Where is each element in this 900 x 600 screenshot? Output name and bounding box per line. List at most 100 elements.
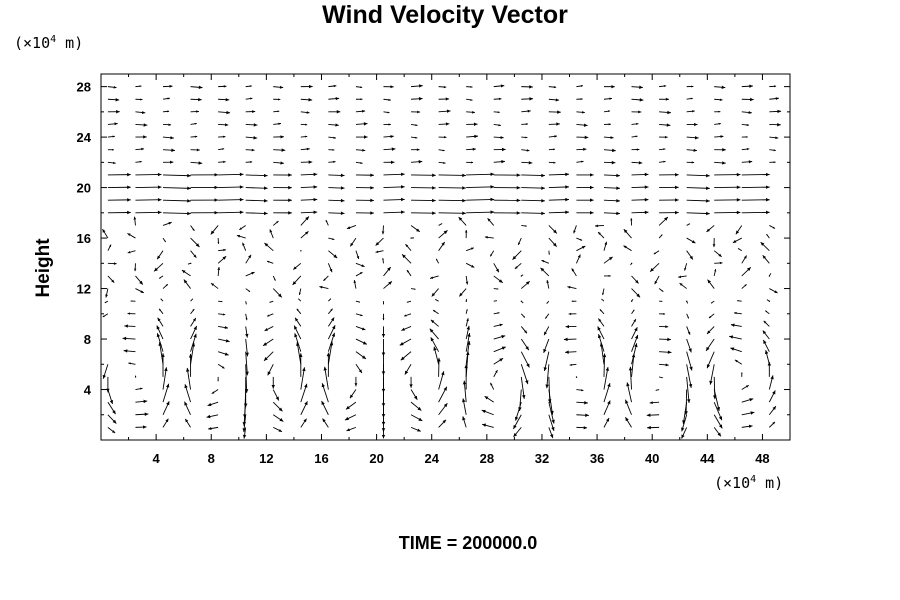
wind-vector-head (718, 110, 721, 113)
wind-vector (466, 198, 495, 201)
wind-vector-head (667, 337, 671, 342)
wind-vector-head (571, 300, 574, 302)
wind-vector-head (462, 198, 466, 203)
wind-vector-head (362, 341, 367, 345)
wind-vector-head (464, 229, 468, 233)
wind-vector-head (633, 319, 636, 323)
wind-vector-head (565, 185, 569, 189)
wind-vector-head (160, 298, 162, 300)
wind-vector-head (208, 426, 212, 431)
wind-vector-head (750, 411, 755, 415)
wind-vector-head (746, 267, 751, 272)
wind-vector-head (381, 333, 386, 338)
wind-vector-head (116, 109, 120, 114)
wind-vector-head (184, 384, 188, 389)
wind-vector-head (706, 211, 710, 216)
wind-vector-head (267, 371, 271, 376)
wind-vector-head (222, 313, 226, 316)
wind-vector-head (187, 186, 191, 191)
wind-vector-head (459, 292, 463, 297)
wind-vector-head (309, 84, 313, 89)
wind-vector-head (738, 248, 740, 250)
wind-vector-head (245, 317, 248, 321)
wind-vector-head (329, 298, 331, 300)
wind-vector-head (221, 366, 225, 369)
wind-vector-head (418, 160, 423, 164)
wind-vector-head (432, 173, 436, 178)
wind-vector-head (580, 98, 583, 101)
wind-vector-head (336, 110, 341, 114)
wind-vector-head (644, 198, 649, 202)
wind-vector-head (546, 280, 549, 284)
wind-vector-head (581, 389, 584, 392)
wind-vector-head (249, 85, 252, 88)
wind-vector-head (387, 111, 390, 114)
wind-vector-head (417, 110, 421, 114)
x-tick-label: 24 (424, 451, 439, 466)
wind-vector-head (736, 210, 741, 215)
y-tick-label: 24 (77, 130, 92, 145)
wind-vector-head (607, 110, 611, 113)
wind-vector-head (525, 380, 529, 385)
wind-vector-head (482, 423, 487, 427)
wind-vector-head (143, 123, 148, 127)
x-unit-prefix: (×10 (714, 474, 750, 492)
wind-vector-head (133, 216, 137, 220)
wind-vector (245, 174, 268, 177)
wind-vector-head (115, 98, 120, 102)
wind-vector-head (242, 242, 245, 246)
wind-vector-head (638, 110, 642, 114)
wind-vector-head (214, 173, 219, 177)
wind-vector-head (687, 316, 689, 319)
wind-vector-head (340, 211, 345, 216)
wind-vector-head (490, 382, 493, 386)
wind-vector-head (382, 258, 384, 260)
wind-vector-head (581, 246, 586, 249)
wind-vector-head (565, 324, 570, 329)
wind-vector-head (490, 210, 495, 214)
y-tick-label: 28 (77, 80, 91, 95)
wind-vector-head (649, 401, 653, 405)
wind-vector-head (405, 244, 409, 248)
wind-vector-head (333, 160, 336, 163)
wind-vector-head (243, 403, 248, 408)
wind-vector-head (490, 254, 493, 257)
wind-vector-head (606, 417, 610, 422)
wind-vector-head (749, 84, 753, 88)
wind-vector-head (198, 97, 202, 102)
wind-vector-head (470, 85, 473, 88)
wind-vector-head (164, 367, 168, 372)
wind-vector-head (679, 283, 683, 286)
wind-vector-head (278, 122, 281, 125)
wind-vector-head (279, 418, 284, 422)
wind-vector-head (663, 84, 667, 88)
wind-vector-head (220, 300, 223, 303)
wind-vector-head (470, 98, 473, 101)
wind-vector-dot (300, 250, 302, 252)
wind-vector-head (569, 363, 572, 366)
wind-vector-head (719, 98, 723, 102)
wind-vector-head (583, 123, 588, 127)
wind-vector-head (330, 308, 333, 311)
wind-vector-head (171, 148, 175, 152)
wind-vector-head (381, 428, 386, 432)
wind-vector-head (225, 339, 230, 343)
wind-vector-head (193, 333, 197, 338)
wind-vector-head (277, 110, 280, 113)
wind-vector-head (217, 267, 221, 270)
wind-vector-head (462, 173, 466, 178)
wind-vector-dot (134, 376, 137, 378)
wind-vector-head (187, 211, 191, 216)
wind-vector-head (404, 314, 407, 317)
wind-vector-head (635, 280, 639, 284)
wind-vector-head (299, 353, 303, 357)
wind-vector-head (526, 363, 530, 368)
wind-vector-head (433, 310, 436, 313)
wind-vector (686, 174, 710, 177)
wind-vector-head (340, 173, 345, 178)
wind-vector-head (288, 198, 292, 202)
wind-vector-head (748, 160, 753, 164)
wind-vector-head (431, 292, 436, 297)
wind-vector-head (358, 369, 362, 374)
